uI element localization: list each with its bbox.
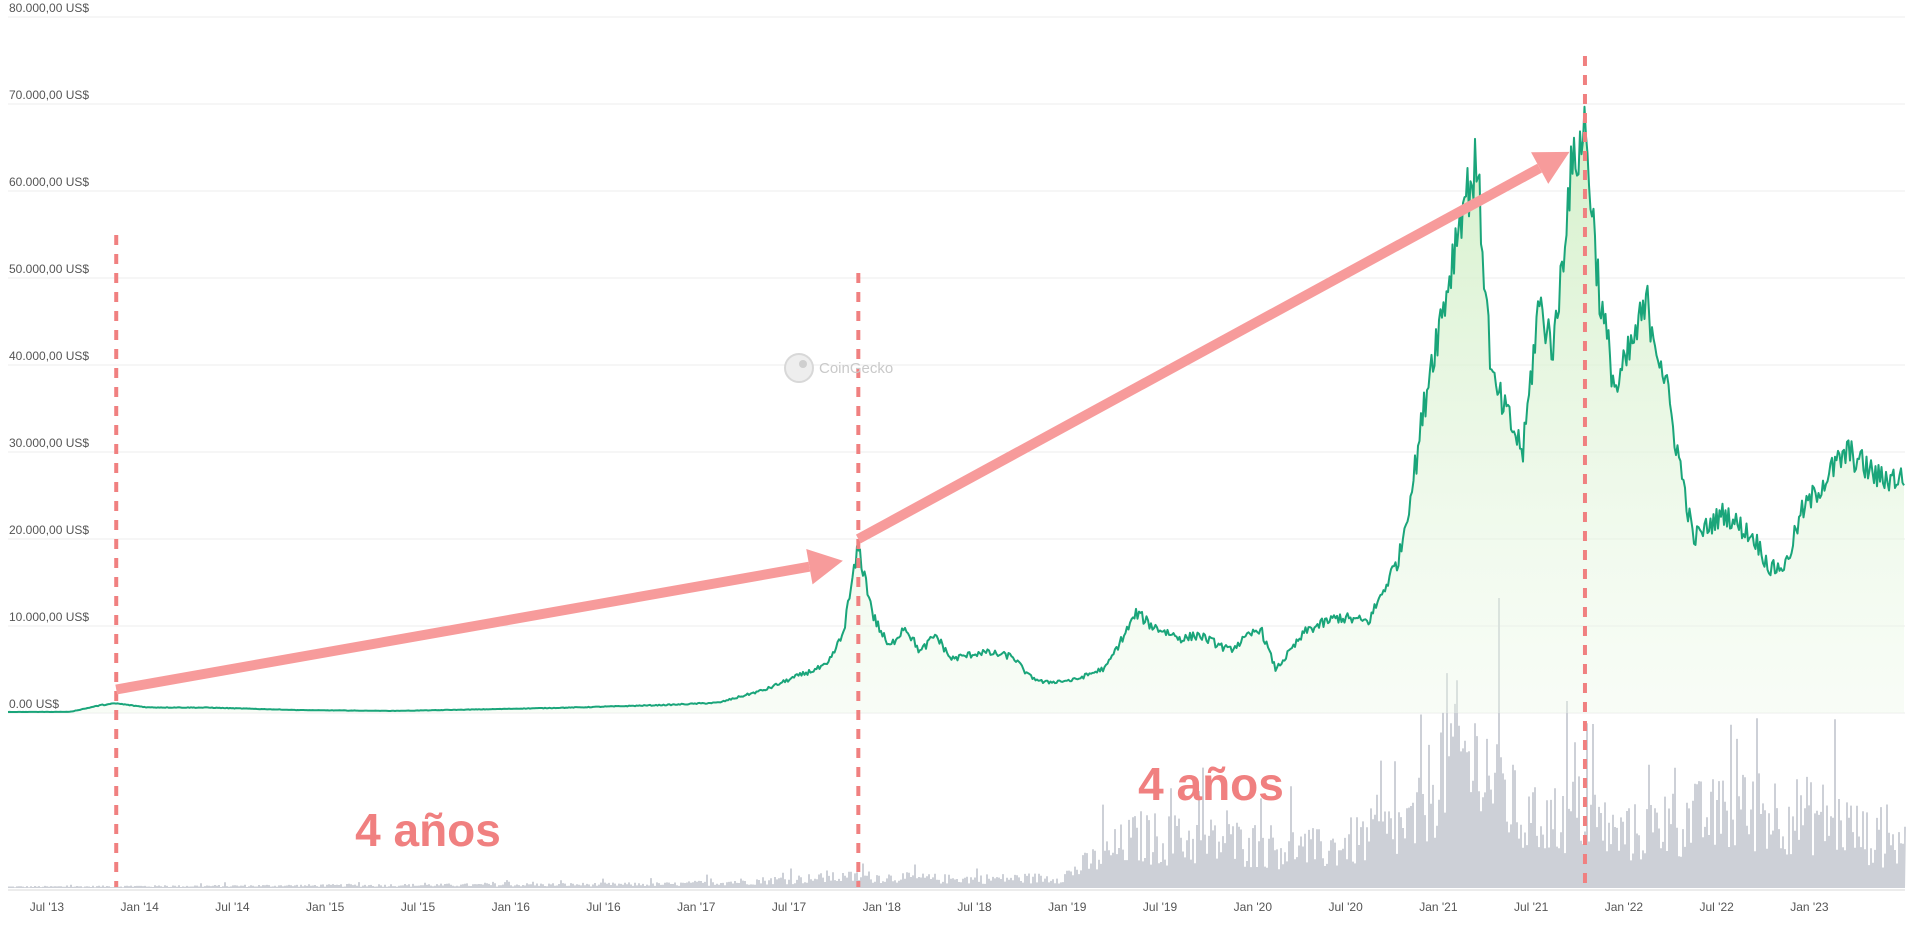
y-tick-label: 40.000,00 US$: [9, 349, 89, 363]
x-tick-label: Jul '13: [30, 900, 65, 914]
coingecko-logo-eye: [799, 360, 807, 368]
x-axis: Jul '13 Jan '14 Jul '14 Jan '15 Jul '15 Jan '…: [8, 890, 1905, 914]
y-tick-label: 0.00 US$: [9, 697, 59, 711]
x-tick-label: Jan '15: [306, 900, 345, 914]
x-tick-label: Jul '22: [1699, 900, 1734, 914]
x-tick-label: Jul '14: [215, 900, 250, 914]
y-tick-label: 50.000,00 US$: [9, 262, 89, 276]
price-area: [8, 107, 1904, 713]
period-label: 4 años: [355, 804, 501, 856]
coingecko-logo-icon: [785, 354, 813, 382]
watermark-text: CoinGecko: [819, 360, 893, 377]
x-tick-label: Jan '20: [1234, 900, 1273, 914]
y-tick-label: 70.000,00 US$: [9, 88, 89, 102]
y-tick-label: 10.000,00 US$: [9, 610, 89, 624]
price-fill: [8, 107, 1904, 713]
annotation-labels: 4 años 4 años: [355, 758, 1284, 856]
x-tick-label: Jul '16: [586, 900, 621, 914]
x-tick-label: Jan '23: [1790, 900, 1829, 914]
y-tick-label: 30.000,00 US$: [9, 436, 89, 450]
x-tick-label: Jan '17: [677, 900, 716, 914]
x-tick-label: Jul '21: [1514, 900, 1549, 914]
x-tick-label: Jan '22: [1605, 900, 1644, 914]
period-label: 4 años: [1138, 758, 1284, 810]
trend-arrow-shaft: [116, 567, 809, 690]
x-tick-label: Jan '21: [1419, 900, 1458, 914]
x-tick-label: Jan '19: [1048, 900, 1087, 914]
x-tick-label: Jul '15: [401, 900, 436, 914]
x-tick-label: Jul '17: [772, 900, 807, 914]
x-tick-label: Jan '14: [121, 900, 160, 914]
trend-arrow-head: [806, 549, 843, 584]
x-tick-label: Jan '18: [863, 900, 902, 914]
watermark: CoinGecko: [785, 354, 893, 382]
y-tick-label: 80.000,00 US$: [9, 1, 89, 15]
y-tick-label: 20.000,00 US$: [9, 523, 89, 537]
x-tick-label: Jul '20: [1328, 900, 1363, 914]
y-tick-label: 60.000,00 US$: [9, 175, 89, 189]
x-tick-label: Jul '18: [957, 900, 992, 914]
x-tick-label: Jul '19: [1143, 900, 1178, 914]
x-tick-label: Jan '16: [492, 900, 531, 914]
annotations-layer: [116, 56, 1585, 887]
y-axis: 80.000,00 US$ 70.000,00 US$ 60.000,00 US$ 5…: [9, 1, 89, 711]
